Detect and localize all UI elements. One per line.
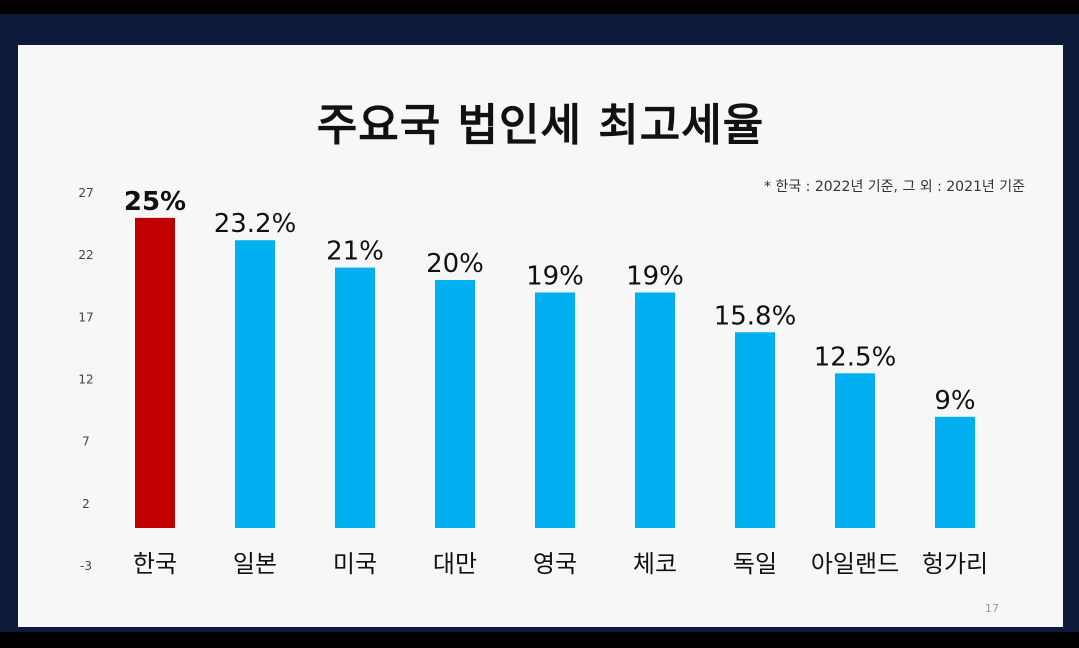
bar — [135, 217, 175, 528]
bar — [435, 280, 475, 528]
x-category-label: 영국 — [533, 550, 577, 578]
bar-value-label: 19% — [626, 261, 684, 291]
x-category-label: 독일 — [733, 550, 777, 578]
bar-value-label: 19% — [526, 261, 584, 291]
bar-value-label: 23.2% — [214, 209, 297, 239]
chart-title: 주요국 법인세 최고세율 — [316, 100, 765, 151]
y-tick-label: 27 — [78, 186, 93, 200]
y-tick-label: 22 — [78, 248, 93, 262]
bar-value-label: 21% — [326, 237, 384, 267]
y-tick-label: 7 — [82, 435, 90, 449]
y-tick-label: 17 — [78, 310, 93, 324]
bar — [335, 267, 375, 528]
bar-value-label: 25% — [124, 187, 186, 217]
y-tick-label: 12 — [78, 373, 93, 387]
bar — [935, 416, 975, 528]
bar — [735, 332, 775, 528]
bar-value-label: 20% — [426, 249, 484, 279]
x-category-label: 체코 — [633, 550, 677, 578]
x-category-label: 아일랜드 — [811, 550, 899, 578]
x-category-label: 헝가리 — [922, 550, 988, 578]
bar — [235, 240, 275, 528]
x-category-label: 미국 — [333, 550, 377, 578]
bar — [635, 292, 675, 528]
bar — [835, 373, 875, 528]
bar — [535, 292, 575, 528]
page-number: 17 — [985, 602, 999, 615]
y-tick-label: -3 — [80, 559, 92, 573]
x-category-label: 한국 — [133, 550, 177, 578]
x-category-label: 대만 — [433, 550, 477, 578]
chart-note: * 한국 : 2022년 기준, 그 외 : 2021년 기준 — [764, 179, 1025, 195]
bar-value-label: 12.5% — [814, 342, 897, 372]
y-tick-label: 2 — [82, 497, 90, 511]
bar-value-label: 15.8% — [714, 301, 797, 331]
bar-value-label: 9% — [934, 386, 975, 416]
x-category-label: 일본 — [233, 550, 277, 578]
